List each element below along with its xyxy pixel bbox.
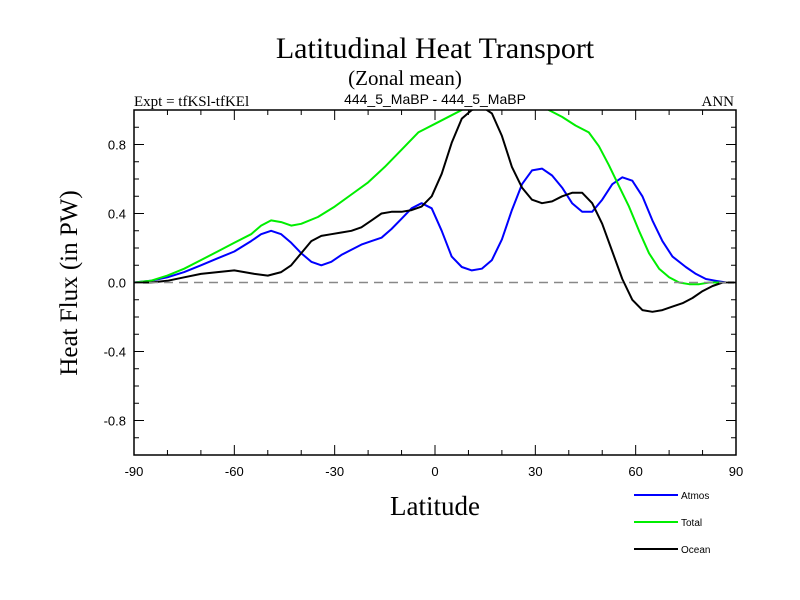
- y-tick-label: 0.4: [108, 207, 126, 222]
- x-tick-label: 90: [729, 464, 743, 479]
- chart-title: Latitudinal Heat Transport: [276, 32, 595, 65]
- season-label: ANN: [702, 94, 735, 110]
- case-label: 444_5_MaBP - 444_5_MaBP: [344, 91, 526, 107]
- series-line-total: [134, 110, 736, 286]
- series-line-atmos: [134, 167, 736, 284]
- x-axis-label: Latitude: [390, 491, 480, 521]
- legend-label-ocean: Ocean: [681, 545, 710, 556]
- x-tick-label: 60: [628, 464, 642, 479]
- x-tick-label: 0: [431, 464, 438, 479]
- chart-subtitle: (Zonal mean): [348, 66, 462, 90]
- y-axis-ticks: -0.8 -0.4 0.0 0.4 0.8: [104, 109, 736, 456]
- x-tick-label: -90: [125, 464, 144, 479]
- x-tick-label: -60: [225, 464, 244, 479]
- y-tick-label: -0.8: [104, 414, 126, 429]
- x-tick-label: 30: [528, 464, 542, 479]
- y-tick-label: 0.0: [108, 276, 126, 291]
- x-axis-ticks: -90 -60 -30 0 30 60 90: [125, 110, 743, 479]
- y-tick-label: 0.8: [108, 138, 126, 153]
- legend: Atmos Total Ocean: [634, 491, 710, 556]
- series-line-ocean: [134, 110, 736, 313]
- series-layer: [134, 110, 736, 313]
- x-tick-label: -30: [325, 464, 344, 479]
- legend-label-atmos: Atmos: [681, 491, 709, 502]
- experiment-label: Expt = tfKSl-tfKEl: [134, 94, 249, 110]
- y-axis-label: Heat Flux (in PW): [56, 190, 83, 375]
- y-tick-label: -0.4: [104, 345, 126, 360]
- legend-label-total: Total: [681, 518, 702, 529]
